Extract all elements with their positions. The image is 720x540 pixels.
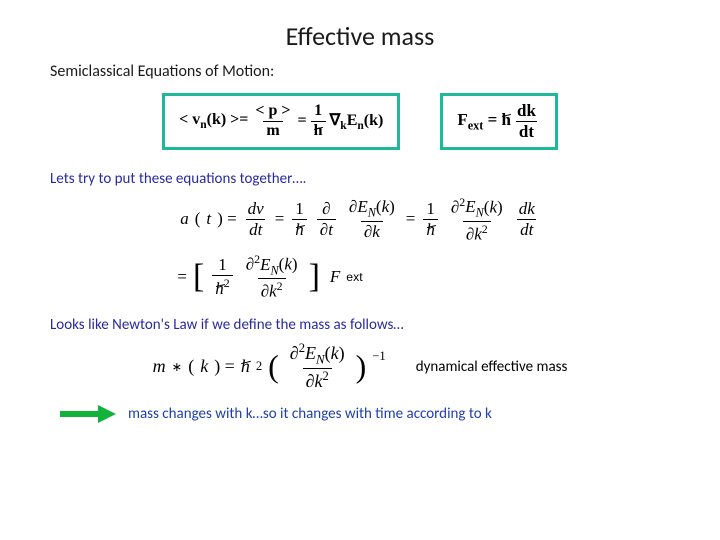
- arrow-right-icon: [60, 405, 116, 423]
- effective-mass-equation: m∗(k) = h2 ( ∂2EN(k) ∂k2 )−1 dynamical e…: [50, 342, 670, 390]
- force-equation-box: Fext = h dk dt: [440, 93, 558, 150]
- acceleration-equation-line2: = [ 1 h2 ∂2EN(k) ∂k2 ] Fext: [50, 253, 670, 300]
- subtitle: Semiclassical Equations of Motion:: [50, 62, 670, 81]
- mass-label: dynamical effective mass: [416, 358, 568, 376]
- conclusion-row: mass changes with k…so it changes with t…: [60, 405, 670, 423]
- slide-title: Effective mass: [50, 20, 670, 52]
- comment-newton: Looks like Newton's Law if we define the…: [50, 316, 670, 334]
- velocity-equation-box: < vn(k) >= < p > m = 1 h ∇kEn(k): [162, 93, 400, 150]
- comment-combine: Lets try to put these equations together…: [50, 170, 670, 188]
- boxed-equations-row: < vn(k) >= < p > m = 1 h ∇kEn(k) Fext = …: [50, 93, 670, 150]
- conclusion-text: mass changes with k…so it changes with t…: [128, 405, 492, 423]
- acceleration-equation-line1: a(t) = dv dt = 1 h ∂ ∂t ∂EN(k) ∂k = 1 h: [50, 196, 670, 243]
